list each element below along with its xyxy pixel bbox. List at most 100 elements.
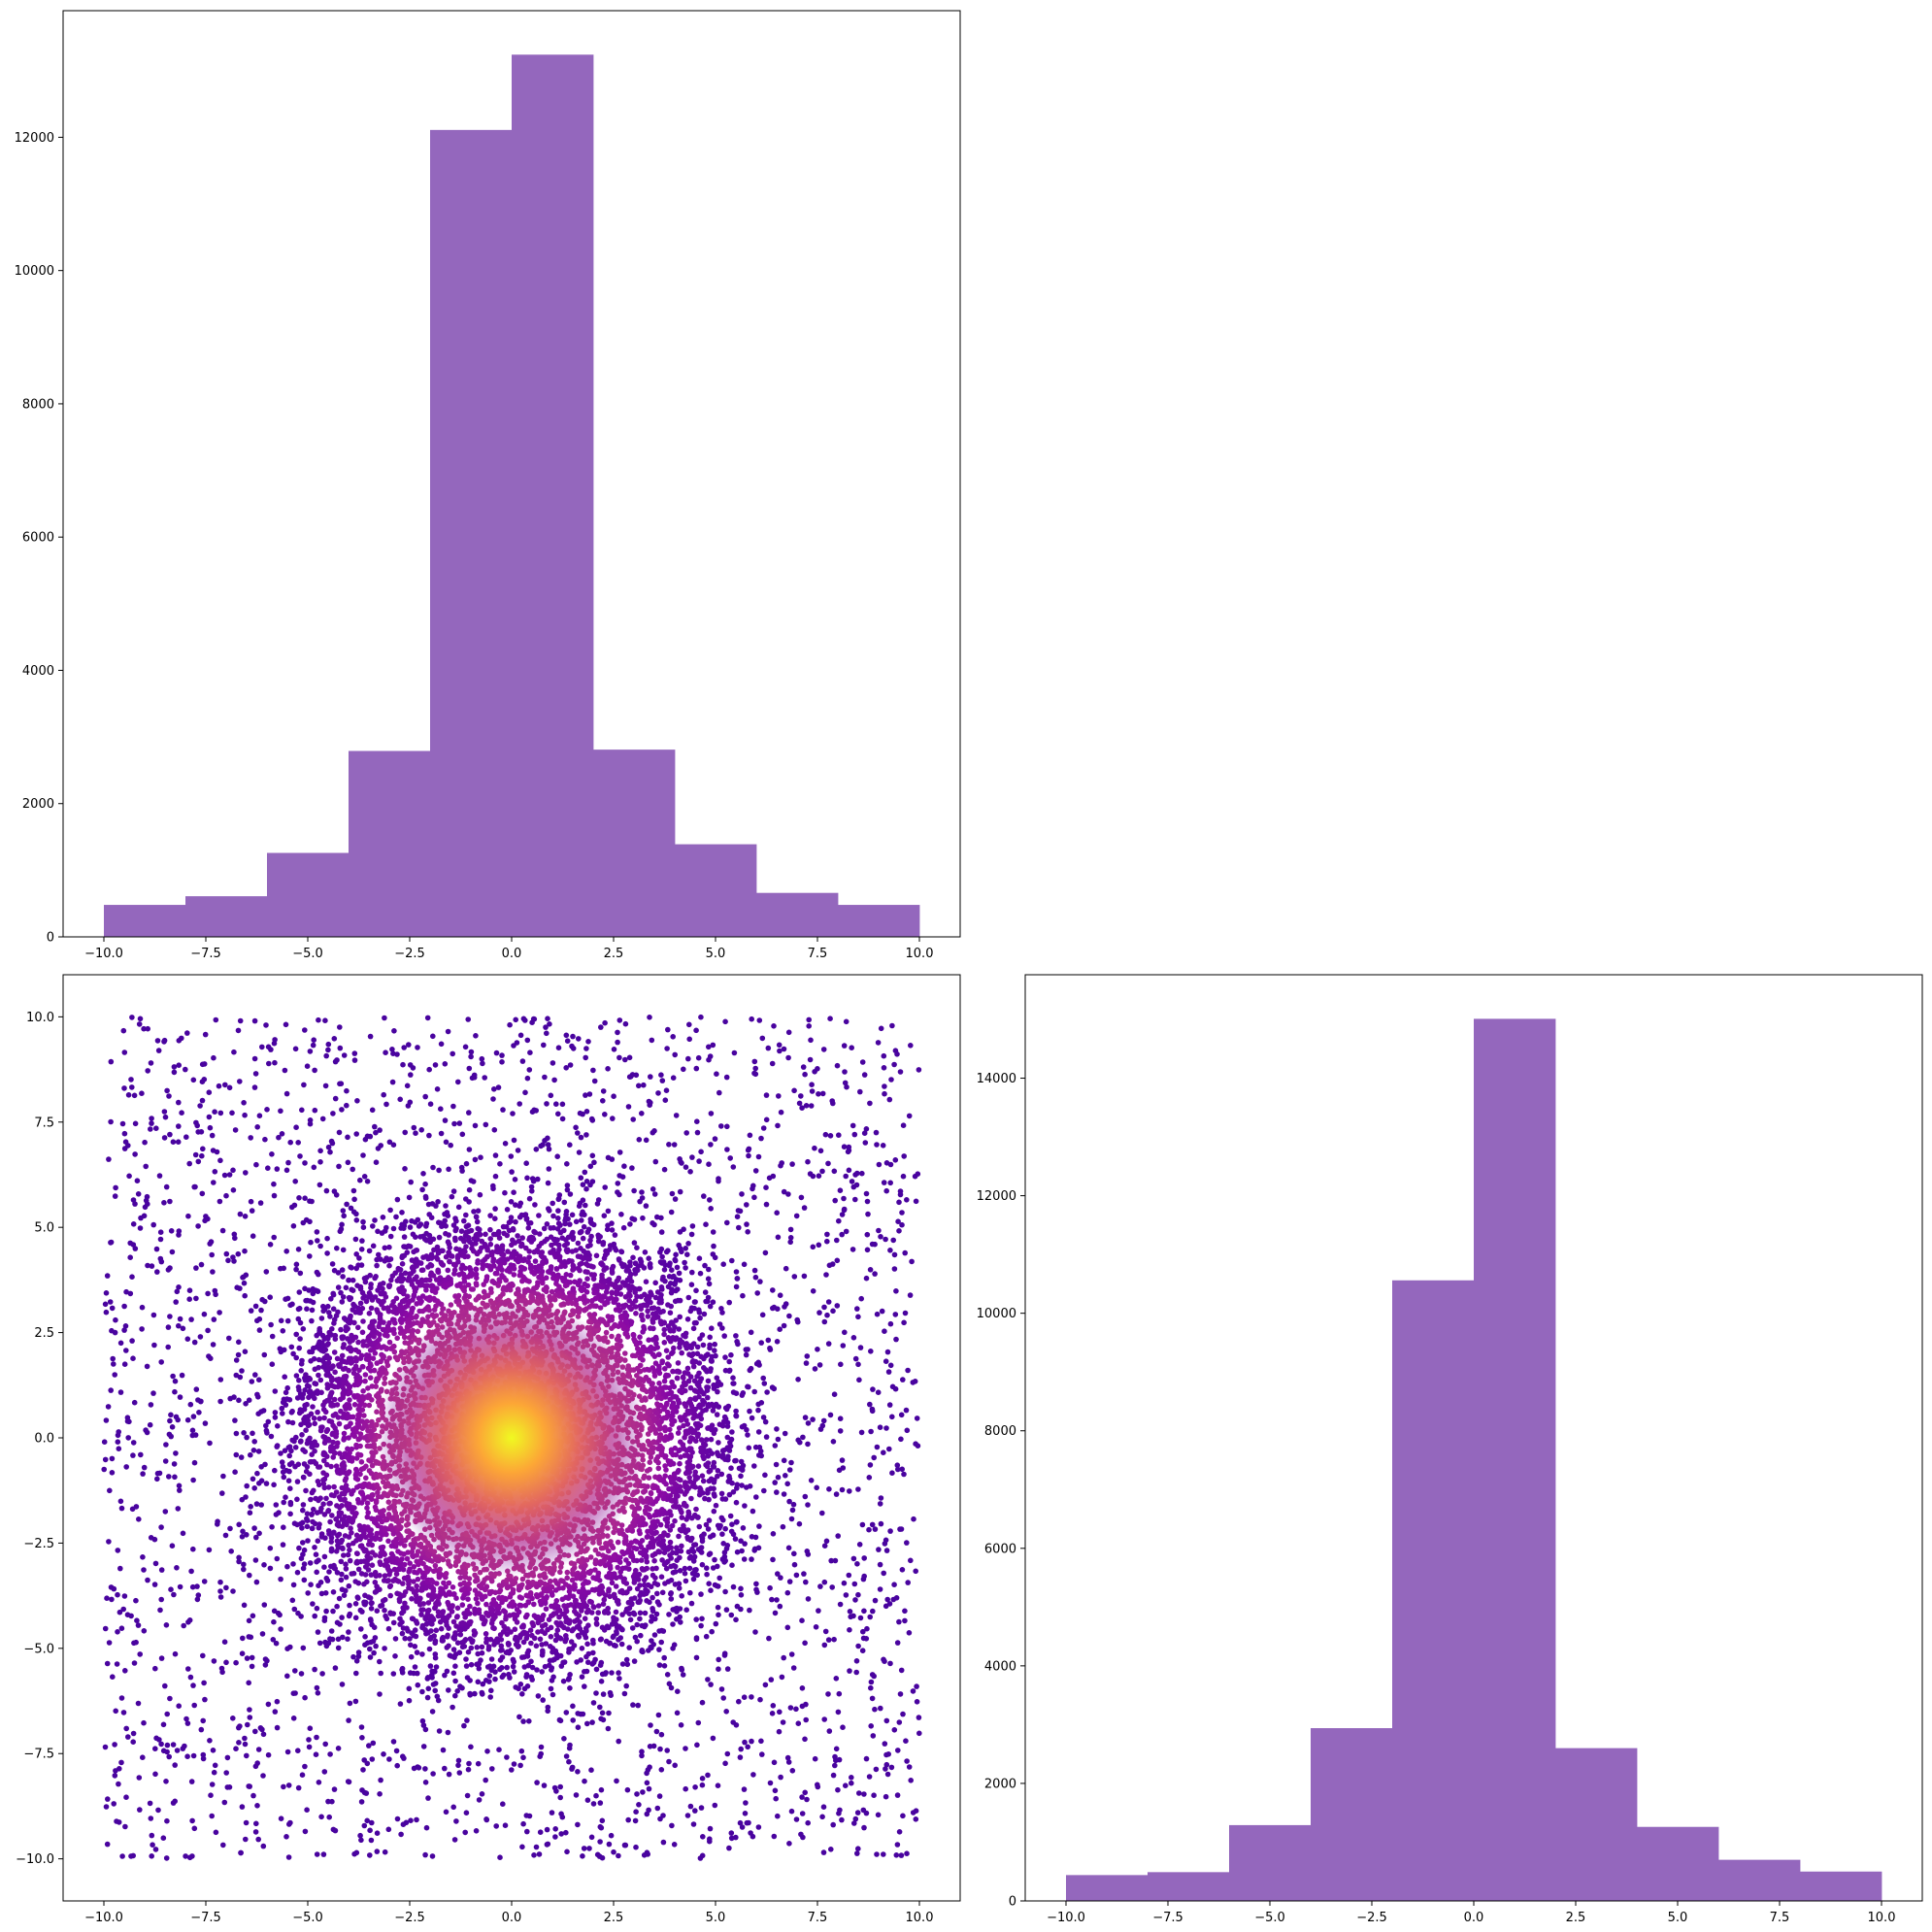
scatter-point	[471, 1075, 478, 1081]
scatter-point	[895, 1748, 901, 1753]
scatter-point	[257, 1200, 264, 1206]
scatter-point	[406, 1042, 412, 1048]
scatter-point	[904, 1540, 910, 1546]
scatter-point	[667, 1539, 674, 1546]
scatter-point	[668, 1209, 675, 1216]
scatter-point	[143, 1427, 149, 1433]
scatter-point	[385, 1625, 392, 1632]
scatter-point	[301, 1082, 307, 1088]
scatter-point	[825, 1691, 831, 1697]
scatter-point	[730, 1375, 736, 1381]
scatter-point	[233, 1430, 240, 1437]
scatter-point	[769, 1596, 775, 1603]
scatter-point	[589, 1152, 596, 1159]
scatter-point	[171, 1064, 178, 1070]
scatter-point	[135, 1622, 142, 1628]
scatter-point	[446, 1166, 451, 1173]
scatter-point	[422, 1093, 429, 1100]
scatter-point	[625, 1816, 631, 1823]
scatter-point	[678, 1619, 683, 1625]
scatter-point	[770, 1287, 776, 1293]
scatter-point	[107, 1299, 114, 1305]
scatter-point	[340, 1634, 346, 1641]
scatter-point	[422, 1193, 429, 1200]
scatter-point	[837, 1428, 844, 1434]
scatter-point	[897, 1691, 904, 1697]
scatter-point	[416, 1765, 422, 1771]
scatter-point	[900, 1813, 906, 1819]
scatter-point	[123, 1288, 129, 1295]
scatter-point	[575, 1724, 582, 1730]
scatter-point	[329, 1140, 336, 1147]
scatter-point	[387, 1592, 394, 1599]
scatter-point	[264, 1430, 270, 1436]
scatter-point	[190, 1414, 197, 1419]
scatter-point	[664, 1409, 671, 1416]
scatter-point	[468, 1645, 475, 1651]
scatter-point	[590, 1640, 596, 1647]
scatter-point	[603, 1329, 610, 1336]
scatter-point	[497, 1632, 504, 1638]
scatter-point	[310, 1601, 316, 1607]
scatter-point	[351, 1303, 358, 1310]
scatter-point	[893, 1336, 899, 1343]
scatter-point	[479, 1791, 485, 1797]
scatter-point	[141, 1567, 147, 1573]
scatter-point	[728, 1835, 735, 1842]
scatter-point	[540, 1142, 546, 1148]
scatter-point	[429, 1709, 436, 1715]
scatter-point	[167, 1198, 173, 1205]
scatter-point	[605, 1725, 612, 1732]
scatter-point	[339, 1682, 346, 1687]
scatter-point	[559, 1101, 566, 1108]
scatter-point	[208, 1355, 214, 1361]
scatter-point	[651, 1632, 658, 1638]
scatter-point	[163, 1855, 170, 1861]
scatter-point	[658, 1731, 665, 1738]
scatter-point	[888, 1764, 895, 1771]
scatter-point	[280, 1411, 285, 1416]
scatter-point	[315, 1409, 320, 1416]
scatter-point	[526, 1195, 533, 1202]
scatter-point	[641, 1082, 647, 1088]
x-tick-label: 5.0	[706, 947, 726, 961]
scatter-point	[239, 1804, 246, 1810]
scatter-point	[263, 1022, 269, 1028]
scatter-point	[236, 1554, 242, 1561]
scatter-point	[599, 1854, 606, 1861]
scatter-point	[894, 1051, 900, 1057]
scatter-point	[184, 1416, 191, 1423]
scatter-point	[775, 1813, 781, 1819]
scatter-point	[141, 1025, 147, 1032]
scatter-point	[205, 1327, 211, 1334]
scatter-point	[515, 1233, 520, 1239]
scatter-point	[698, 1805, 705, 1811]
scatter-point	[858, 1295, 864, 1302]
scatter-point	[330, 1589, 337, 1595]
scatter-point	[703, 1221, 709, 1227]
scatter-point	[802, 1789, 808, 1796]
scatter-point	[754, 1589, 760, 1595]
scatter-point	[123, 1725, 129, 1732]
scatter-point	[302, 1195, 308, 1201]
scatter-point	[839, 1816, 845, 1823]
scatter-point	[219, 1669, 225, 1676]
scatter-point	[558, 1811, 564, 1817]
scatter-point	[252, 1829, 259, 1835]
scatter-point	[616, 1149, 623, 1155]
scatter-point	[304, 1063, 311, 1069]
scatter-point	[633, 1072, 640, 1079]
scatter-point	[442, 1117, 449, 1123]
scatter-point	[630, 1116, 636, 1122]
scatter-point	[276, 1134, 282, 1141]
scatter-point	[850, 1335, 857, 1341]
scatter-point	[739, 1824, 746, 1830]
scatter-point	[340, 1208, 347, 1214]
scatter-point	[719, 1325, 725, 1331]
scatter-point	[701, 1193, 707, 1199]
scatter-point	[128, 1077, 134, 1083]
scatter-point	[661, 1166, 668, 1173]
scatter-point	[424, 1015, 431, 1021]
scatter-point	[654, 1805, 661, 1812]
scatter-point	[244, 1752, 250, 1759]
